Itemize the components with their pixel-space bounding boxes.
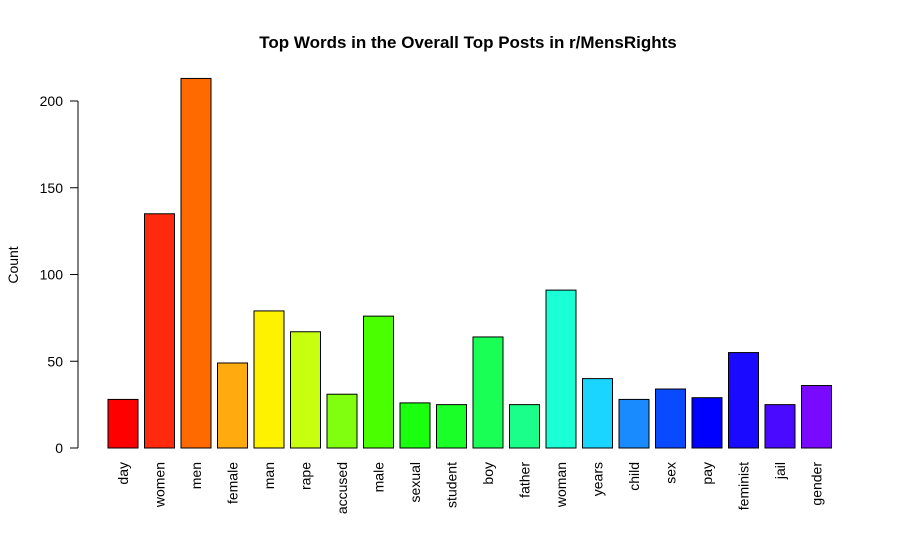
category-label-man: man	[261, 462, 277, 489]
y-axis-title: Count	[5, 246, 21, 283]
y-tick-label: 100	[40, 267, 64, 283]
category-label-years: years	[590, 462, 606, 496]
category-label-day: day	[115, 462, 131, 485]
bar-jail	[764, 404, 796, 449]
category-label-men: men	[188, 462, 204, 489]
category-label-woman: woman	[553, 462, 569, 508]
category-label-student: student	[444, 462, 460, 508]
bar-woman	[545, 289, 577, 449]
category-label-father: father	[517, 462, 533, 498]
chart-title: Top Words in the Overall Top Posts in r/…	[259, 33, 676, 52]
y-tick-label: 50	[47, 353, 63, 369]
category-label-rape: rape	[298, 462, 314, 490]
category-label-gender: gender	[809, 462, 825, 506]
bar-sex	[655, 388, 686, 449]
category-label-sex: sex	[663, 462, 679, 484]
bar-man	[253, 310, 285, 449]
bar-pay	[691, 397, 723, 449]
bar-child	[618, 398, 650, 449]
category-label-feminist: feminist	[736, 462, 752, 510]
bar-gender	[801, 385, 832, 449]
y-tick-label: 150	[40, 180, 64, 196]
y-tick-label: 200	[40, 93, 64, 109]
category-label-boy: boy	[480, 462, 496, 485]
bar-sexual	[399, 402, 431, 449]
category-label-sexual: sexual	[407, 462, 423, 502]
bar-female	[217, 362, 248, 449]
bar-men	[180, 77, 212, 449]
bar-day	[107, 398, 139, 449]
bar-years	[582, 378, 613, 449]
bar-student	[436, 404, 467, 449]
category-label-jail: jail	[772, 462, 788, 480]
bar-father	[509, 404, 540, 449]
bar-boy	[472, 336, 504, 449]
bar-rape	[290, 331, 321, 449]
category-label-male: male	[371, 462, 387, 493]
category-labels: day women men female man rape accused male sexua…	[115, 462, 825, 514]
category-label-accused: accused	[334, 462, 350, 514]
y-tick-label: 0	[55, 440, 63, 456]
bar-feminist	[728, 352, 759, 449]
bar-accused	[326, 393, 358, 449]
category-label-women: women	[152, 462, 168, 508]
category-label-pay: pay	[699, 462, 715, 485]
bars-group	[107, 77, 832, 449]
category-label-child: child	[626, 462, 642, 491]
bar-male	[363, 315, 394, 449]
bar-women	[144, 213, 175, 449]
y-axis-ticks: 0 50 100 150 200	[40, 93, 78, 456]
category-label-female: female	[225, 462, 241, 504]
